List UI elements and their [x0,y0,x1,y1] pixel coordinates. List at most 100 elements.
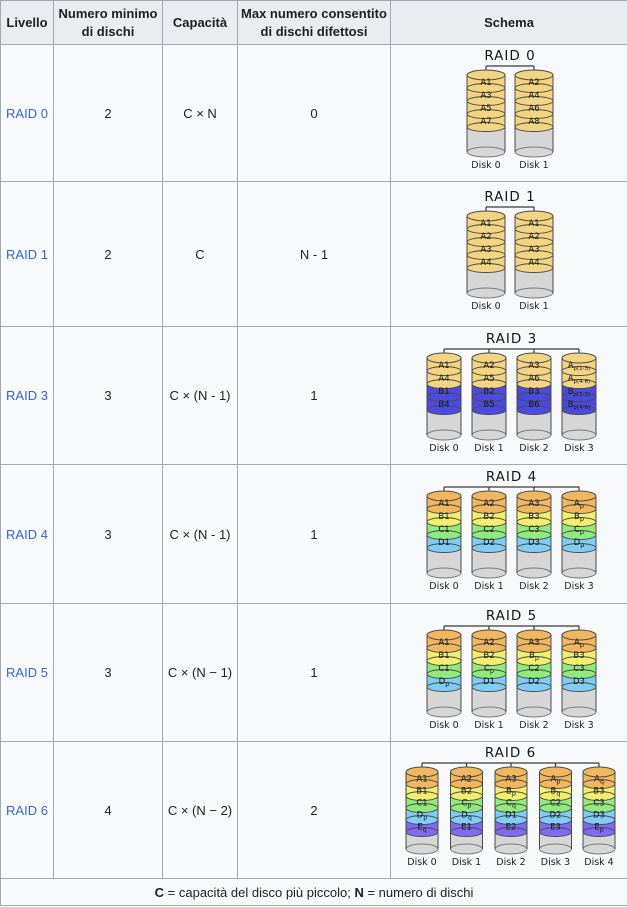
disk-block-label: C2 [528,664,539,674]
disk-block-label: Dp [574,538,585,549]
schema-title: RAID 0 [484,48,535,64]
disk-block-label: D2 [550,811,562,821]
disk-block-label: A4 [528,91,539,101]
disk-block-label: B3 [528,512,539,522]
disk-block-label: Ap [551,775,561,786]
bus-bracket-line [443,486,580,495]
disk-block-label: D1 [505,811,517,821]
disk-block-label: C1 [438,525,449,535]
schema-title: RAID 1 [484,189,535,205]
min-disks-cell: 4 [53,741,163,880]
disk-block-label: Ap(4-6) [568,374,591,385]
capacity-cell: C × N [162,44,238,183]
max-faulty-cell: N - 1 [237,181,391,328]
min-disks-cell: 3 [53,464,163,605]
raid-schema-diagram: RAID 3 A1 A4 B1 B4 Disk 0 A2 A5 B2 B5 Disk 1 A3 A6 B3… [426,331,597,454]
disk-block-label: A3 [480,245,491,255]
disk-block-label: A5 [480,104,491,114]
disk-block-label: D2 [528,677,540,687]
disk-block-label: B1 [438,651,449,661]
disk-block-label: Bp(1-3) [568,387,591,398]
disk-block-label: A4 [480,258,491,268]
min-disks-cell: 3 [53,603,163,743]
disk-cylinder: A1 A2 A3 A4 Disk 1 [514,210,554,312]
disk-block-label: C2 [483,525,494,535]
disk-block-label: C3 [573,664,584,674]
disk-block-label: A3 [505,775,516,785]
disk-block-label: A1 [438,638,449,648]
disk-block-label: A3 [528,638,539,648]
disk-block-label: Ap [574,499,584,510]
schema-title: RAID 4 [486,469,537,485]
raid-level-link[interactable]: RAID 5 [6,665,48,681]
min-disks-cell: 2 [53,181,163,328]
disk-block-label: A2 [528,232,539,242]
disk-name-label: Disk 1 [474,720,503,731]
disk-block-label: Dq [461,811,472,822]
raid-level-link[interactable]: RAID 3 [6,388,48,404]
disk-cylinder: A1 B1 C1 Dp Disk 0 [426,629,462,731]
disk-block-label: D2 [483,538,495,548]
schema-cell: RAID 1 A1 A2 A3 A4 Disk 0 A1 A2 A3 A4 Disk 1 [390,181,627,328]
schema-title: RAID 5 [486,608,537,624]
max-faulty-cell: 1 [237,464,391,605]
raid-level-link[interactable]: RAID 4 [6,526,48,542]
table-footnote: C = capacità del disco più piccolo; N = … [0,878,627,907]
table-footnote-row: C = capacità del disco più piccolo; N = … [0,878,627,907]
capacity-cell: C × (N - 1) [162,464,238,605]
disk-name-label: Disk 2 [519,720,548,731]
disk-block-label: Dp [417,811,428,822]
disk-block-label: Ap [574,638,584,649]
footnote-text: = capacità del disco più piccolo; [164,884,355,900]
disk-name-label: Disk 4 [584,857,613,868]
disk-name-label: Disk 3 [564,581,593,592]
disk-cylinder: A2 A5 B2 B5 Disk 1 [471,352,507,454]
disk-block-label: A1 [438,361,449,371]
column-header-4: Schema [390,0,627,46]
table-header-row: Livello Numero minimo di dischi Capacità Ma… [0,0,627,46]
disk-block-label: B5 [483,400,494,410]
disk-block-label: A2 [480,232,491,242]
disk-block-label: A1 [480,219,491,229]
schema-cell: RAID 6 A1 B1 C1 Dp Eq Disk 0 A2 B2 Cp Dq E1 Disk 1 A3… [390,741,627,880]
bus-bracket-line [443,624,580,633]
level-cell: RAID 5 [0,603,54,743]
disk-block-label: B1 [416,787,427,797]
footnote-symbol: C [154,884,165,900]
capacity-cell: C [162,181,238,328]
disk-block-label: B3 [528,387,539,397]
disk-cylinder: A2 B2 C2 D2 Disk 1 [471,490,507,592]
max-faulty-cell: 1 [237,326,391,466]
raid-level-link[interactable]: RAID 6 [6,802,48,818]
disk-block-label: A2 [483,361,494,371]
column-header-3: Max numero consentito di dischi difettos… [237,0,391,46]
disk-name-label: Disk 1 [519,160,548,171]
disk-block-label: A3 [480,91,491,101]
disk-block-label: A5 [483,374,494,384]
disk-block-label: A7 [480,117,491,127]
disk-cylinder: A1 A3 A5 A7 Disk 0 [466,69,506,171]
raid-level-link[interactable]: RAID 0 [6,105,48,121]
disk-block-label: E2 [506,823,517,833]
disk-block-label: Eq [417,823,427,834]
disk-block-label: Ap(1-3) [568,361,591,372]
raid-level-link[interactable]: RAID 1 [6,246,48,262]
disk-block-label: Cp [461,799,471,810]
disk-block-label: A2 [461,775,472,785]
level-cell: RAID 6 [0,741,54,880]
capacity-cell: C × (N − 2) [162,741,238,880]
max-faulty-cell: 2 [237,741,391,880]
raid-schema-diagram: RAID 5 A1 B1 C1 Dp Disk 0 A2 B2 Cp D1 Disk 1 A3 Bp C2… [426,608,597,731]
disk-block-label: A4 [438,374,449,384]
disk-block-label: Cq [506,799,516,810]
bus-bracket-line [443,347,580,356]
disk-block-label: E3 [550,823,561,833]
disk-name-label: Disk 1 [474,443,503,454]
disk-cylinder: Ap B3 C3 D3 Disk 3 [561,629,597,731]
disk-cylinder: A3 Bp C2 D2 Disk 2 [516,629,552,731]
